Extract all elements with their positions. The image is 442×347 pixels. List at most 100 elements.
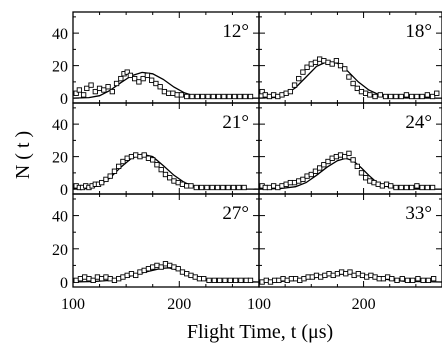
data-point bbox=[296, 75, 302, 82]
data-point bbox=[113, 80, 120, 87]
data-point bbox=[243, 277, 249, 284]
data-point bbox=[189, 93, 195, 100]
data-point bbox=[76, 87, 83, 93]
data-point bbox=[73, 277, 79, 284]
data-point bbox=[241, 184, 247, 191]
data-point bbox=[157, 84, 163, 90]
y-tick-label: 40 bbox=[52, 26, 68, 43]
data-point bbox=[403, 184, 410, 191]
data-point bbox=[363, 175, 369, 181]
data-point bbox=[99, 276, 105, 282]
data-point bbox=[220, 184, 226, 191]
data-point bbox=[415, 276, 421, 282]
data-point bbox=[111, 168, 118, 174]
y-tick-label: 40 bbox=[52, 117, 68, 134]
data-point bbox=[158, 264, 164, 270]
data-point bbox=[247, 277, 254, 284]
data-point bbox=[434, 90, 440, 96]
data-point bbox=[358, 170, 365, 176]
data-point bbox=[409, 184, 415, 191]
data-point bbox=[171, 264, 177, 270]
data-point bbox=[193, 184, 199, 191]
y-axis-label: N ( t ) bbox=[12, 131, 34, 179]
data-point bbox=[346, 150, 352, 157]
data-point bbox=[103, 274, 109, 280]
data-point bbox=[175, 179, 181, 186]
data-point bbox=[131, 75, 138, 82]
data-point bbox=[162, 261, 169, 267]
data-point bbox=[94, 274, 101, 280]
data-point bbox=[80, 92, 87, 98]
data-point bbox=[96, 85, 103, 92]
y-tick-label: 0 bbox=[60, 275, 68, 292]
data-point bbox=[367, 92, 373, 98]
data-point bbox=[304, 64, 310, 70]
data-point bbox=[389, 276, 395, 282]
data-point bbox=[420, 277, 426, 284]
data-point bbox=[419, 93, 425, 100]
data-point bbox=[382, 93, 389, 100]
data-point bbox=[188, 272, 194, 279]
data-point bbox=[77, 276, 84, 282]
data-point bbox=[179, 181, 186, 187]
data-point bbox=[82, 274, 88, 280]
data-point bbox=[291, 82, 298, 88]
panel: 0 20 40 12° bbox=[52, 11, 260, 108]
data-point bbox=[111, 277, 118, 284]
data-point bbox=[394, 277, 400, 284]
data-point bbox=[342, 66, 348, 72]
data-point bbox=[350, 157, 356, 163]
data-point bbox=[196, 276, 203, 282]
data-point bbox=[429, 184, 436, 191]
data-point bbox=[210, 93, 216, 100]
data-point bbox=[410, 277, 416, 284]
data-point bbox=[137, 153, 143, 160]
data-point bbox=[103, 176, 109, 183]
data-point bbox=[346, 74, 352, 80]
data-point bbox=[404, 277, 411, 284]
data-point bbox=[211, 277, 218, 284]
panel-angle-label: 12° bbox=[222, 21, 249, 42]
data-point bbox=[321, 162, 327, 168]
x-tick-label: 100 bbox=[247, 296, 271, 313]
panel-frame bbox=[258, 193, 442, 288]
data-point bbox=[398, 93, 404, 100]
panel-angle-label: 27° bbox=[222, 203, 249, 224]
x-tick-label: 200 bbox=[352, 296, 376, 313]
data-point bbox=[247, 93, 254, 100]
data-point bbox=[170, 90, 176, 96]
data-point bbox=[300, 176, 306, 183]
data-point bbox=[230, 184, 237, 191]
data-point bbox=[409, 93, 415, 100]
x-axis-label: Flight Time, t (μs) bbox=[187, 321, 333, 343]
data-point bbox=[300, 69, 306, 75]
data-point bbox=[86, 276, 92, 282]
x-tick-label: 100 bbox=[61, 296, 85, 313]
data-point bbox=[128, 153, 135, 160]
data-point bbox=[221, 93, 227, 100]
data-point bbox=[150, 264, 156, 270]
data-point bbox=[158, 166, 164, 173]
data-point bbox=[225, 184, 231, 191]
data-point bbox=[99, 179, 105, 186]
data-point bbox=[174, 92, 180, 98]
y-tick-label: 20 bbox=[52, 150, 68, 167]
data-point bbox=[393, 184, 399, 191]
data-point bbox=[116, 163, 122, 170]
data-point bbox=[350, 80, 356, 87]
data-point bbox=[166, 90, 172, 96]
data-point bbox=[140, 75, 146, 82]
data-point bbox=[141, 152, 147, 158]
data-point bbox=[137, 269, 143, 275]
data-point bbox=[217, 277, 223, 284]
data-point bbox=[337, 62, 344, 69]
data-point bbox=[215, 93, 222, 100]
data-point bbox=[414, 93, 420, 100]
data-point bbox=[429, 93, 436, 100]
data-point bbox=[388, 93, 394, 100]
data-point bbox=[124, 272, 130, 279]
data-point bbox=[206, 277, 212, 284]
data-point bbox=[198, 184, 205, 191]
data-point bbox=[188, 183, 194, 189]
y-tick-label: 0 bbox=[60, 91, 68, 108]
